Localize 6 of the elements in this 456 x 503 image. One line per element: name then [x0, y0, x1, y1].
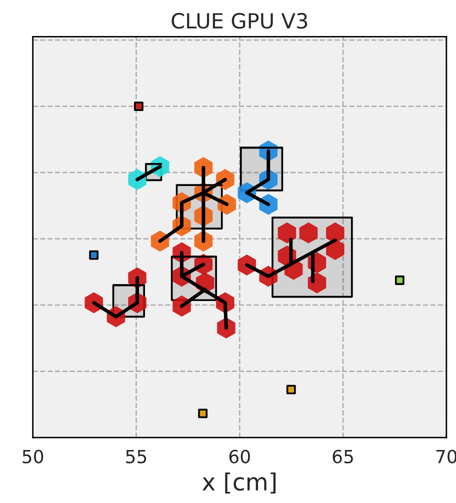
x-tick-label: 50 [22, 450, 44, 464]
x-tick-label: 55 [126, 450, 146, 464]
x-tick-label: 65 [332, 450, 353, 464]
chart-title: CLUE GPU V3 [172, 12, 308, 29]
x-axis-title: x [cm] [202, 472, 276, 494]
x-tick-label: 60 [229, 450, 250, 464]
